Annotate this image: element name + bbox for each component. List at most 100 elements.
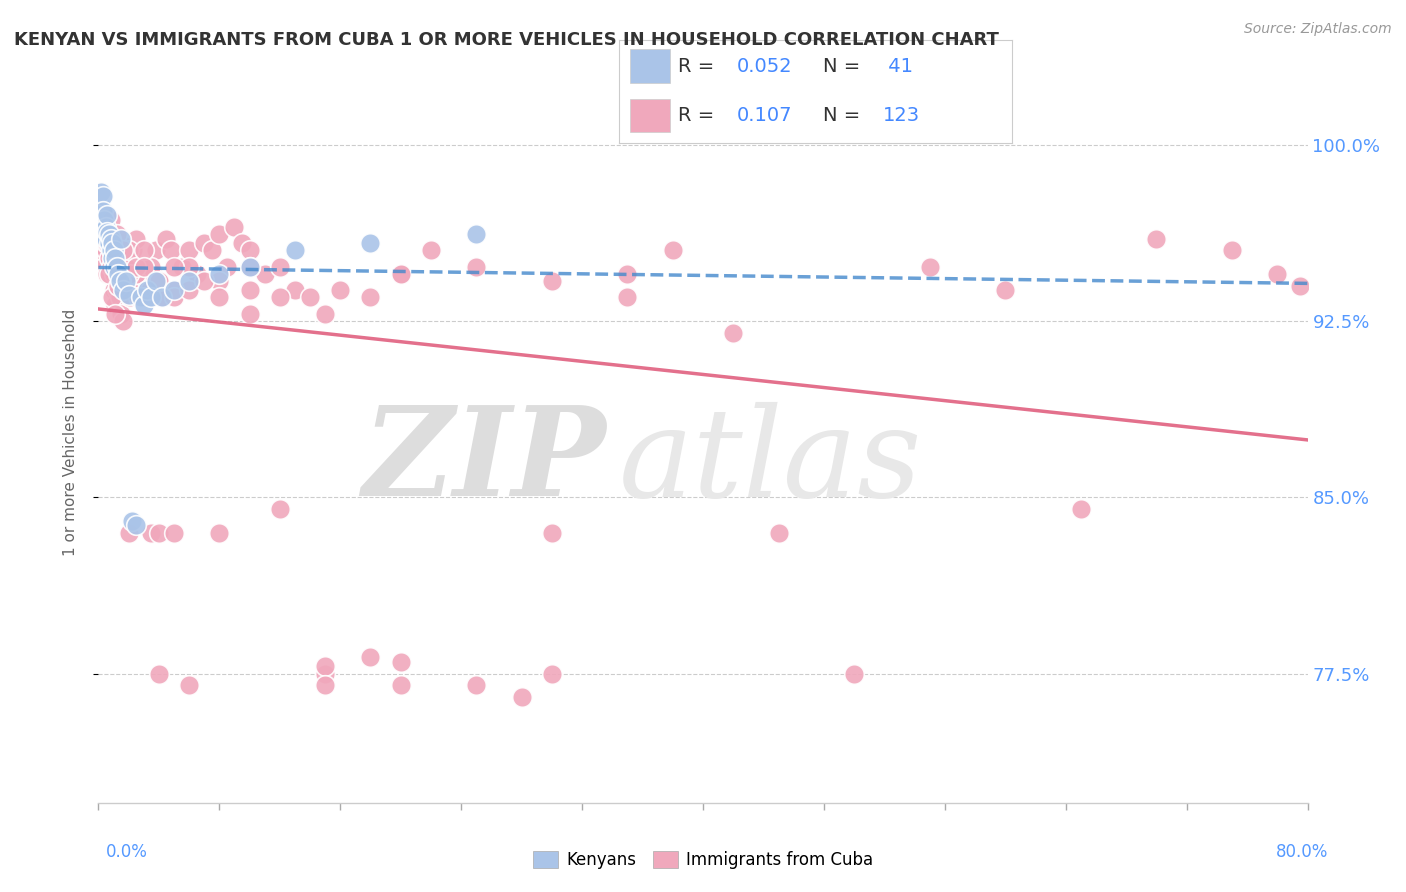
Point xyxy=(148,666,170,681)
Point xyxy=(465,227,488,241)
Point xyxy=(540,525,562,540)
Point xyxy=(918,260,941,274)
Point xyxy=(132,260,155,274)
Point xyxy=(103,267,125,281)
Point xyxy=(269,260,291,274)
Point xyxy=(148,274,170,288)
Point xyxy=(141,290,163,304)
Point xyxy=(110,236,132,251)
Text: N =: N = xyxy=(824,57,868,76)
Point xyxy=(120,290,142,304)
Point xyxy=(110,232,132,246)
Point xyxy=(98,251,121,265)
Text: 123: 123 xyxy=(883,105,920,125)
Point xyxy=(163,260,186,274)
Point xyxy=(114,244,136,258)
Bar xyxy=(630,49,669,83)
Text: 0.052: 0.052 xyxy=(737,57,793,76)
Point xyxy=(208,525,231,540)
Point xyxy=(94,244,117,258)
Point xyxy=(118,260,141,274)
Point xyxy=(193,236,215,251)
Point xyxy=(94,232,117,246)
Point xyxy=(239,260,262,274)
Point xyxy=(111,244,134,258)
Text: Source: ZipAtlas.com: Source: ZipAtlas.com xyxy=(1244,22,1392,37)
Point xyxy=(103,284,125,298)
Point xyxy=(96,208,118,222)
Point xyxy=(107,278,129,293)
Text: 0.0%: 0.0% xyxy=(105,843,148,861)
Point xyxy=(90,244,112,258)
Point xyxy=(768,525,790,540)
Text: 80.0%: 80.0% xyxy=(1277,843,1329,861)
Point xyxy=(96,225,118,239)
Text: R =: R = xyxy=(678,57,720,76)
Point xyxy=(360,236,382,251)
Point xyxy=(132,244,155,258)
Point xyxy=(148,525,170,540)
Point xyxy=(101,251,124,265)
Point xyxy=(135,284,157,298)
Point xyxy=(101,290,124,304)
Point xyxy=(118,288,141,302)
Point xyxy=(103,244,125,258)
Point xyxy=(105,227,128,241)
Point xyxy=(155,232,177,246)
Point xyxy=(91,203,114,218)
Point xyxy=(108,274,131,288)
Point xyxy=(101,244,124,258)
Point xyxy=(314,307,336,321)
Point xyxy=(540,274,562,288)
Point xyxy=(114,274,136,288)
Point xyxy=(122,244,145,258)
Text: 0.107: 0.107 xyxy=(737,105,792,125)
Point xyxy=(160,244,183,258)
Point xyxy=(129,267,152,281)
Point xyxy=(96,267,118,281)
Point xyxy=(93,260,115,274)
Point xyxy=(108,290,131,304)
Point xyxy=(125,518,148,533)
Point xyxy=(1267,267,1289,281)
Point xyxy=(465,260,488,274)
Point xyxy=(91,189,114,203)
Point xyxy=(132,297,155,311)
Point xyxy=(100,213,122,227)
Point xyxy=(269,290,291,304)
Point xyxy=(105,284,128,298)
Point xyxy=(329,284,352,298)
Point xyxy=(360,290,382,304)
Point xyxy=(111,284,134,298)
Point xyxy=(93,227,115,241)
Point xyxy=(661,244,683,258)
Point xyxy=(121,274,143,288)
Point xyxy=(145,274,167,288)
Point xyxy=(179,274,201,288)
Point xyxy=(112,284,135,298)
Point xyxy=(208,267,231,281)
Point xyxy=(103,251,125,265)
Point xyxy=(179,260,201,274)
Point xyxy=(163,290,186,304)
Point xyxy=(360,650,382,665)
Point xyxy=(314,678,336,692)
Point xyxy=(94,227,117,241)
Point xyxy=(1289,278,1312,293)
Point xyxy=(208,290,231,304)
Point xyxy=(104,297,127,311)
Point xyxy=(193,274,215,288)
Point xyxy=(121,514,143,528)
Point xyxy=(127,290,149,304)
Point xyxy=(115,274,138,288)
Text: R =: R = xyxy=(678,105,720,125)
Point xyxy=(208,227,231,241)
Point xyxy=(179,284,201,298)
Point xyxy=(269,502,291,516)
Point xyxy=(114,260,136,274)
Point xyxy=(125,267,148,281)
Point xyxy=(201,244,224,258)
Point xyxy=(299,290,322,304)
Point xyxy=(100,260,122,274)
Point xyxy=(150,290,173,304)
